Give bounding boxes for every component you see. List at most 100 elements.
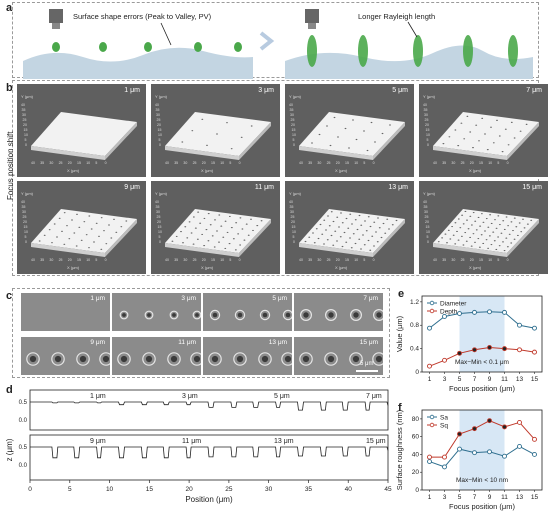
b-axis-y-label: Y (μm)	[289, 94, 302, 99]
y-axis-label: Surface roughness (nm)	[395, 409, 404, 490]
y-tick-label: 0.4	[410, 346, 419, 353]
b-x-tick: 15	[77, 161, 81, 165]
b-y-tick: 10	[158, 133, 162, 137]
b-x-tick: 30	[451, 161, 455, 165]
b-x-tick: 5	[497, 161, 499, 165]
data-point	[517, 443, 522, 449]
x-tick-label: 13	[516, 376, 524, 383]
b-y-tick: 40	[21, 103, 25, 107]
x-axis-label: Focus position (μm)	[449, 384, 516, 393]
b-x-tick: 10	[220, 258, 224, 262]
tile-label: 15 μm	[522, 184, 542, 191]
b-x-tick: 10	[354, 258, 358, 262]
data-point	[472, 450, 477, 456]
b-x-tick: 30	[183, 258, 187, 262]
b-x-tick: 40	[433, 258, 437, 262]
d-row1-label: 1 μm	[90, 393, 106, 400]
surface-tile: Y (μm) X (μm) 40 35 30 25 20 15 10 5 0 40 35 30 25 20 15…	[151, 181, 280, 274]
arrow-right-icon	[259, 31, 275, 51]
d-x-tick: 15	[146, 486, 154, 493]
b-x-tick: 25	[461, 161, 465, 165]
b-y-tick: 25	[157, 118, 161, 122]
b-x-tick: 10	[220, 161, 224, 165]
y-tick-label: 0	[415, 369, 419, 376]
legend-label: Sq	[440, 423, 448, 430]
x-tick-label: 1	[428, 376, 432, 383]
b-y-tick: 5	[159, 138, 161, 142]
b-y-tick: 30	[424, 113, 428, 117]
b-y-tick: 5	[427, 235, 429, 239]
b-x-tick: 15	[211, 258, 215, 262]
b-x-tick: 20	[470, 258, 474, 262]
b-x-tick: 25	[193, 161, 197, 165]
d-x-tick: 20	[185, 486, 193, 493]
b-x-tick: 40	[31, 161, 35, 165]
d-x-tick: 30	[265, 486, 273, 493]
b-x-tick: 40	[31, 258, 35, 262]
d-row2-label: 15 μm	[366, 438, 386, 445]
b-x-tick: 40	[165, 161, 169, 165]
panel-label-e: e	[398, 288, 405, 300]
b-y-tick: 15	[292, 128, 296, 132]
series-line-Sa	[429, 445, 535, 468]
surface-tile: Y (μm) X (μm) 40 35 30 25 20 15 10 5 0 40 35 30 25 20 15…	[151, 84, 280, 177]
b-y-tick: 35	[290, 205, 294, 209]
b-x-tick: 10	[488, 258, 492, 262]
b-axis-y-label: Y (μm)	[423, 191, 436, 196]
b-axis-y-label: Y (μm)	[21, 191, 34, 196]
b-x-tick: 10	[86, 258, 90, 262]
panel-label-d: d	[6, 384, 13, 396]
b-y-tick: 15	[426, 225, 430, 229]
b-y-tick: 15	[292, 225, 296, 229]
data-point	[517, 419, 522, 425]
sem-label: 15 μm	[359, 339, 378, 346]
b-y-tick: 25	[291, 215, 295, 219]
sem-label: 13 μm	[268, 339, 287, 346]
d-x-tick: 35	[305, 486, 313, 493]
b-x-tick: 35	[308, 258, 312, 262]
b-x-tick: 10	[354, 161, 358, 165]
b-y-tick: 5	[25, 138, 27, 142]
x-axis-label: Focus position (μm)	[449, 502, 516, 511]
sem-tile: 7 μm	[293, 292, 384, 332]
panel-label-c: c	[6, 290, 13, 302]
b-x-tick: 30	[451, 258, 455, 262]
b-y-tick: 30	[290, 210, 294, 214]
b-x-tick: 30	[317, 161, 321, 165]
focus-shift-label: Focus position shift	[6, 131, 15, 200]
data-point	[442, 454, 447, 460]
b-x-tick: 25	[327, 161, 331, 165]
d-row1-label: 7 μm	[366, 393, 382, 400]
b-axis-x-label: X (μm)	[469, 168, 482, 173]
data-point	[517, 322, 522, 328]
b-axis-x-label: X (μm)	[469, 265, 482, 270]
b-x-tick: 5	[229, 161, 231, 165]
b-x-tick: 25	[193, 258, 197, 262]
data-point	[532, 451, 537, 457]
label-rayleigh: Longer Rayleigh length	[358, 12, 435, 21]
b-x-tick: 35	[442, 258, 446, 262]
y-tick-label: 60	[412, 434, 420, 441]
b-y-tick: 10	[426, 230, 430, 234]
b-axis-x-label: X (μm)	[201, 265, 214, 270]
b-y-tick: 30	[156, 210, 160, 214]
x-tick-label: 11	[501, 494, 508, 501]
b-x-tick: 35	[442, 161, 446, 165]
x-tick-label: 13	[516, 494, 524, 501]
sem-label: 11 μm	[178, 339, 196, 346]
b-x-tick: 15	[211, 161, 215, 165]
b-y-tick: 20	[23, 220, 27, 224]
d-y-tick: 0.5	[19, 445, 28, 451]
y-tick-label: 40	[412, 451, 420, 458]
y-tick-label: 80	[412, 416, 420, 423]
b-x-tick: 25	[327, 258, 331, 262]
b-y-tick: 15	[24, 128, 28, 132]
data-point	[472, 426, 477, 432]
b-x-tick: 5	[363, 258, 365, 262]
b-x-tick: 5	[497, 258, 499, 262]
b-x-tick: 40	[433, 161, 437, 165]
b-y-tick: 5	[159, 235, 161, 239]
b-y-tick: 5	[25, 235, 27, 239]
d-x-tick: 40	[345, 486, 353, 493]
tile-label: 3 μm	[258, 87, 274, 94]
